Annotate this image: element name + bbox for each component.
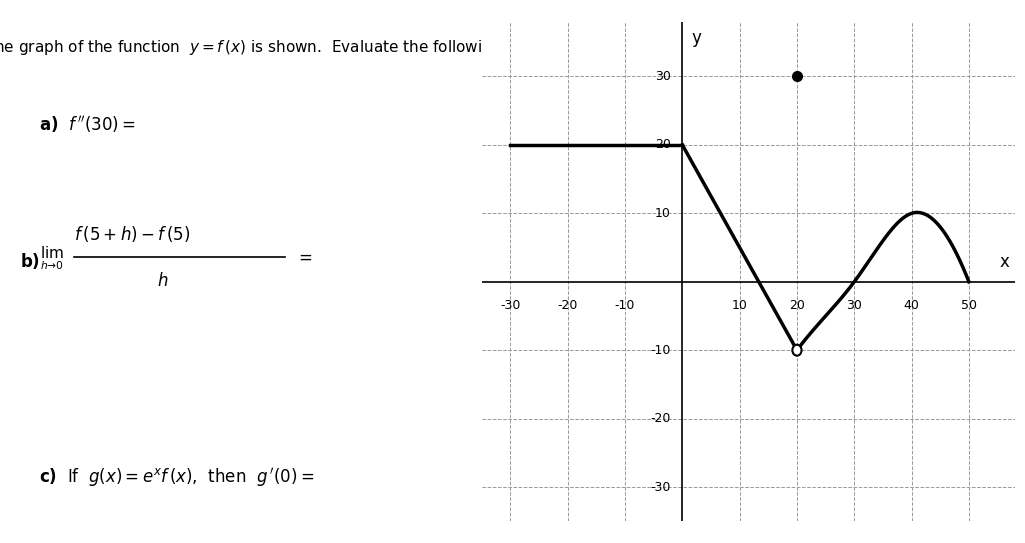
- Text: 30: 30: [847, 299, 862, 312]
- Text: 20: 20: [655, 138, 671, 151]
- Text: -30: -30: [651, 481, 671, 494]
- Text: $=$: $=$: [295, 248, 313, 266]
- Text: -10: -10: [615, 299, 636, 312]
- Text: $\lim_{h\to 0}$: $\lim_{h\to 0}$: [40, 244, 64, 272]
- Text: 40: 40: [904, 299, 919, 312]
- Text: -10: -10: [651, 344, 671, 357]
- Text: $\mathbf{c)}$  If  $g(x) = e^x f\,(x)$,  then  $g\,'(0) =$: $\mathbf{c)}$ If $g(x) = e^x f\,(x)$, th…: [39, 466, 315, 489]
- Text: $\mathbf{a)}$  $f\,''(30)=$: $\mathbf{a)}$ $f\,''(30)=$: [39, 115, 136, 135]
- Text: 30: 30: [655, 70, 671, 83]
- Text: $h$: $h$: [157, 272, 168, 289]
- Text: 10: 10: [655, 207, 671, 220]
- Text: -20: -20: [558, 299, 578, 312]
- Text: -30: -30: [500, 299, 521, 312]
- Text: $\mathbf{b)}$: $\mathbf{b)}$: [19, 251, 40, 270]
- Text: 20: 20: [789, 299, 805, 312]
- Circle shape: [792, 345, 802, 356]
- Text: y: y: [691, 29, 701, 47]
- Text: -20: -20: [651, 412, 671, 425]
- Text: The graph of the function  $y = f\,(x)$ is shown.  Evaluate the following:: The graph of the function $y = f\,(x)$ i…: [0, 38, 506, 57]
- Text: 50: 50: [960, 299, 977, 312]
- Text: x: x: [999, 254, 1009, 272]
- Text: $f\,(5+h) - f\,(5)$: $f\,(5+h) - f\,(5)$: [74, 224, 190, 244]
- Text: 10: 10: [732, 299, 747, 312]
